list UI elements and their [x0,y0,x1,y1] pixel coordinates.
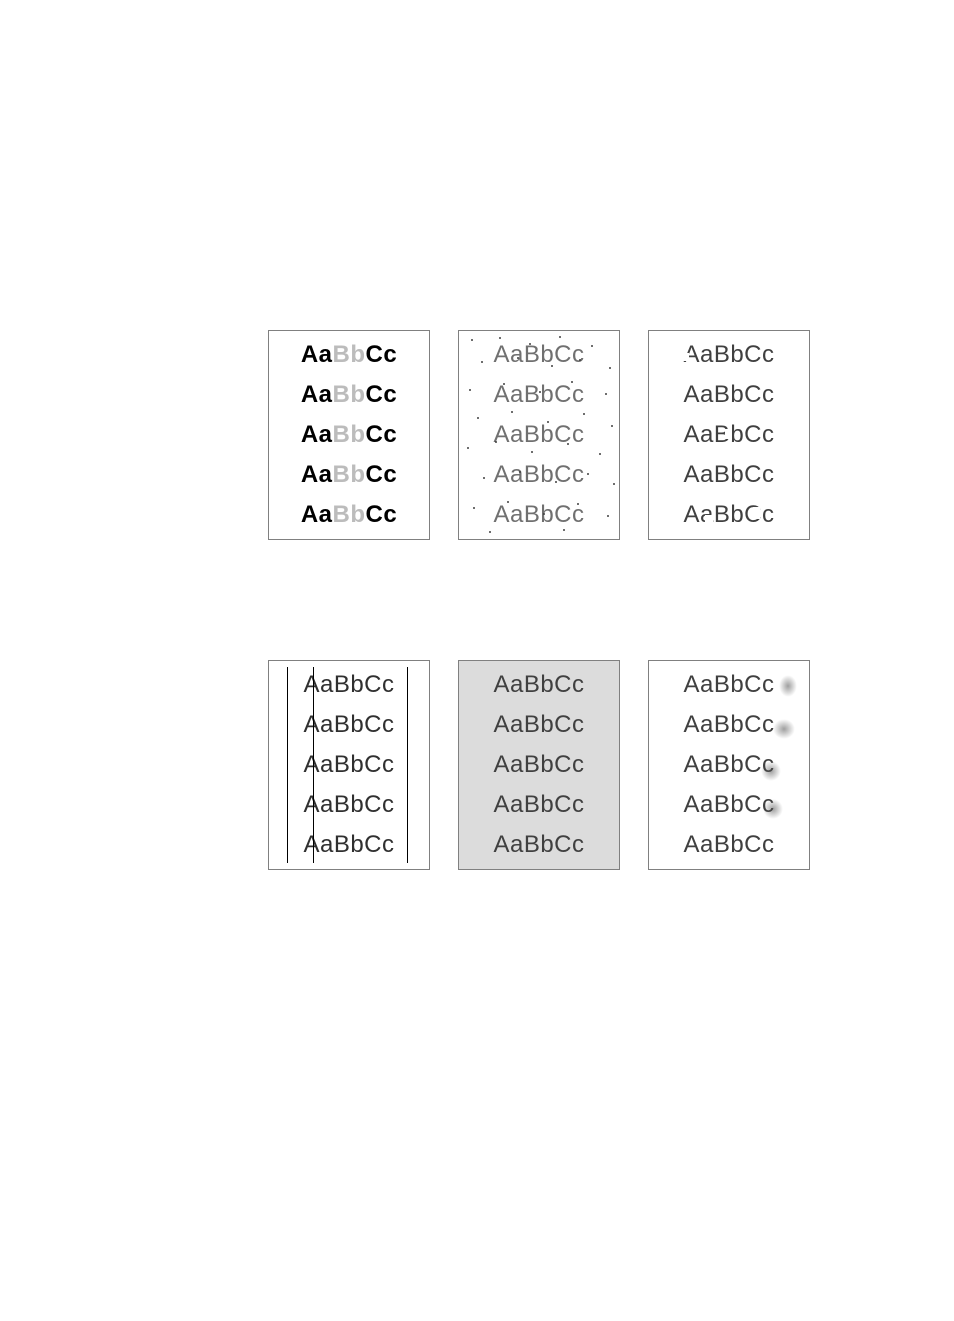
sample-line: AaBbCc [683,383,774,407]
sample-line: AaBbCc [301,463,397,487]
sample-line: AaBbCc [493,423,584,447]
sample-line: AaBbCc [683,753,774,777]
sample-line: AaBbCc [493,503,584,527]
sample-line: AaBbCc [303,793,394,817]
sample-line: AaBbCc [493,673,584,697]
sample-row-1: AaBbCc AaBbCc AaBbCc AaBbCc AaBbCc AaBbC… [268,330,810,540]
sample-card-dropouts: AaBbCc AaBbCc AaBbCc AaBbCc AaBbCc [648,330,810,540]
sample-line: AaBbCc [301,503,397,527]
sample-line: AaBbCc [683,503,774,527]
seg-post: Cc [366,341,398,368]
vertical-line [407,667,408,863]
sample-line: AaBbCc [303,833,394,857]
sample-line: AaBbCc [493,713,584,737]
sample-line: AaBbCc [683,793,774,817]
sample-line: AaBbCc [683,343,774,367]
sample-card-faded: AaBbCc AaBbCc AaBbCc AaBbCc AaBbCc [268,330,430,540]
sample-line: AaBbCc [303,753,394,777]
sample-line: AaBbCc [301,423,397,447]
sample-card-smear: AaBbCc AaBbCc AaBbCc AaBbCc AaBbCc [648,660,810,870]
sample-line: AaBbCc [493,753,584,777]
vertical-line [313,667,314,863]
seg-pre: Aa [301,341,333,368]
vertical-line [287,667,288,863]
sample-line: AaBbCc [303,673,394,697]
sample-line: AaBbCc [683,673,774,697]
sample-line: AaBbCc [493,383,584,407]
sample-row-2: AaBbCc AaBbCc AaBbCc AaBbCc AaBbCc AaBbC… [268,660,810,870]
sample-line: AaBbCc [303,713,394,737]
sample-line: AaBbCc [683,423,774,447]
sample-card-specks: AaBbCc AaBbCc AaBbCc AaBbCc AaBbCc [458,330,620,540]
seg-mid-faded: Bb [333,341,366,368]
sample-line: AaBbCc [493,343,584,367]
sample-card-vertical-lines: AaBbCc AaBbCc AaBbCc AaBbCc AaBbCc [268,660,430,870]
sample-line: AaBbCc [493,463,584,487]
sample-line: AaBbCc [493,833,584,857]
sample-line: AaBbCc [683,833,774,857]
page: AaBbCc AaBbCc AaBbCc AaBbCc AaBbCc AaBbC… [0,0,954,1321]
sample-line: AaBbCc [683,463,774,487]
sample-line: AaBbCc [493,793,584,817]
sample-line: AaBbCc [683,713,774,737]
sample-card-gray-bg: AaBbCc AaBbCc AaBbCc AaBbCc AaBbCc [458,660,620,870]
sample-line: AaBbCc [301,343,397,367]
sample-line: AaBbCc [301,383,397,407]
